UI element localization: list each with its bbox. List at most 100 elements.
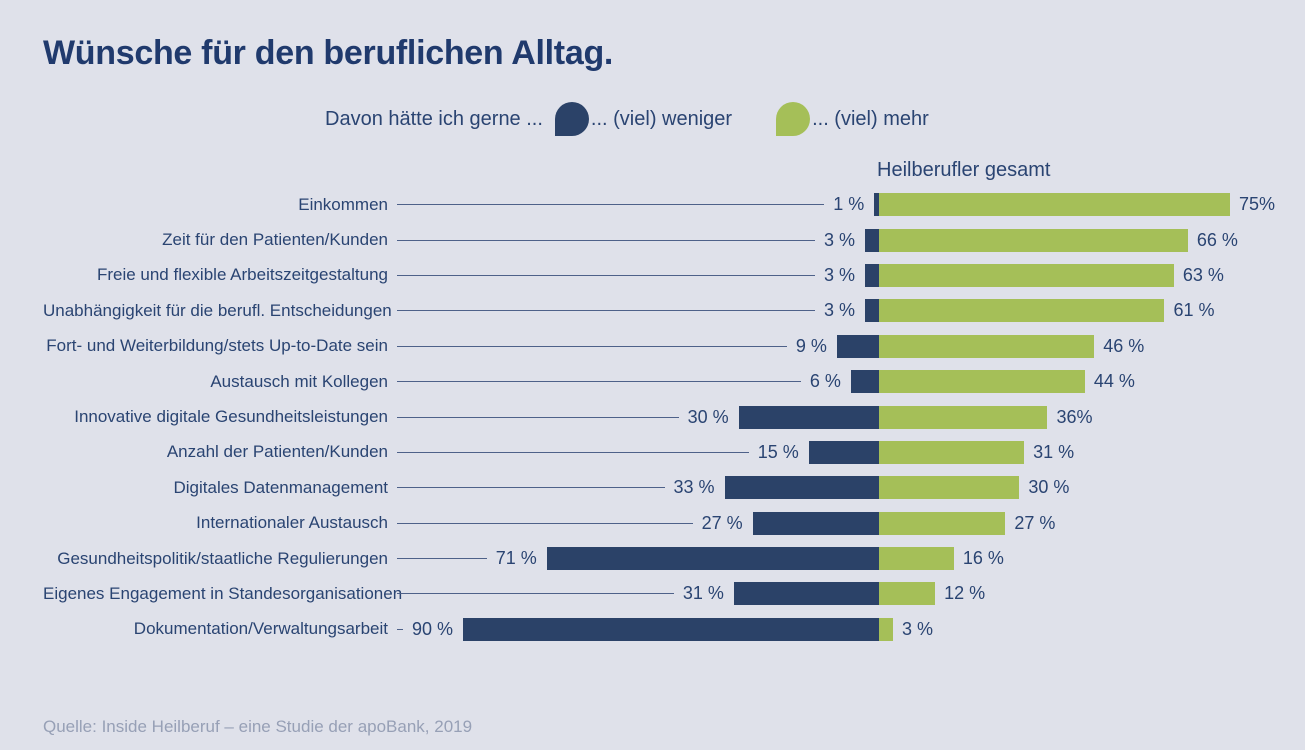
bar-weniger (850, 370, 879, 394)
weniger-section: 3 % (388, 299, 879, 323)
bar-mehr (879, 440, 1025, 464)
legend-weniger-drop-icon (554, 102, 589, 136)
bar-weniger (463, 617, 885, 641)
bar-mehr (879, 582, 936, 606)
chart-row: Anzahl der Patienten/Kunden 15 % 31 % (43, 435, 1305, 470)
bar-weniger (808, 440, 879, 464)
bar-mehr (879, 299, 1165, 323)
mehr-value-label: 12 % (944, 583, 986, 604)
mehr-value-label: 36% (1056, 406, 1093, 427)
chart-row: Internationaler Austausch 27 % 27 % (43, 506, 1305, 541)
category-label: Freie und flexible Arbeitszeitgestaltung (96, 265, 388, 285)
chart-row: Fort- und Weiterbildung/stets Up-to-Date… (43, 329, 1305, 364)
weniger-value-label: 3 % (823, 264, 855, 285)
leader-line (397, 628, 403, 630)
category-label: Einkommen (298, 194, 388, 214)
mehr-value-label: 66 % (1196, 229, 1238, 250)
mehr-value-label: 30 % (1028, 477, 1070, 498)
category-label: Austausch mit Kollegen (210, 371, 388, 391)
leader-line (397, 204, 825, 206)
category-label: Dokumentation/Verwaltungsarbeit (133, 619, 388, 639)
leader-line (397, 558, 487, 560)
leader-line (397, 593, 674, 595)
mehr-value-label: 31 % (1033, 441, 1075, 462)
mehr-value-label: 46 % (1103, 335, 1145, 356)
bar-mehr (879, 617, 894, 641)
mehr-value-label: 27 % (1014, 512, 1056, 533)
leader-line (397, 239, 815, 241)
leader-line (397, 487, 665, 489)
bar-weniger (546, 547, 879, 571)
weniger-value-label: 27 % (701, 512, 743, 533)
legend-mehr-label: ... (viel) mehr (812, 107, 929, 130)
weniger-section: 27 % (388, 511, 879, 535)
chart-rows: Einkommen 1 % 75% Zeit für den Patienten/Ku… (43, 187, 1305, 647)
bar-weniger (874, 193, 879, 217)
column-header: Heilberufler gesamt (877, 159, 1051, 181)
chart-row: Freie und flexible Arbeitszeitgestaltung… (43, 258, 1305, 293)
weniger-value-label: 6 % (809, 371, 841, 392)
weniger-section: 1 % (388, 193, 879, 217)
leader-line (397, 310, 815, 312)
weniger-section: 3 % (388, 263, 879, 287)
chart-row: Zeit für den Patienten/Kunden 3 % 66 % (43, 222, 1305, 257)
bar-mehr (879, 370, 1085, 394)
weniger-value-label: 3 % (823, 229, 855, 250)
mehr-value-label: 61 % (1173, 300, 1215, 321)
bar-mehr (879, 193, 1230, 217)
bar-weniger (836, 334, 879, 358)
weniger-value-label: 71 % (495, 548, 537, 569)
category-label: Innovative digitale Gesundheitsleistunge… (74, 407, 388, 427)
leader-line (397, 416, 679, 418)
source-note: Quelle: Inside Heilberuf – eine Studie d… (43, 717, 473, 736)
bar-weniger (724, 476, 879, 500)
weniger-value-label: 3 % (823, 300, 855, 321)
weniger-section: 9 % (388, 334, 879, 358)
weniger-section: 90 % (388, 617, 885, 641)
chart-row: Innovative digitale Gesundheitsleistunge… (43, 399, 1305, 434)
bar-weniger (864, 299, 879, 323)
chart-row: Gesundheitspolitik/staatliche Regulierun… (43, 541, 1305, 576)
weniger-value-label: 9 % (795, 335, 827, 356)
weniger-value-label: 31 % (682, 583, 724, 604)
legend-prompt: Davon hätte ich gerne ... (325, 107, 543, 130)
chart-row: Unabhängigkeit für die berufl. Entscheid… (43, 293, 1305, 328)
bar-weniger (738, 405, 879, 429)
bar-mehr (879, 547, 954, 571)
legend-mehr-drop-icon (776, 102, 811, 136)
legend: Davon hätte ich gerne ... ... (viel) wen… (325, 101, 1305, 137)
bar-mehr (879, 511, 1006, 535)
bar-mehr (879, 405, 1048, 429)
weniger-section: 3 % (388, 228, 879, 252)
chart-row: Austausch mit Kollegen 6 % 44 % (43, 364, 1305, 399)
bar-weniger (864, 228, 879, 252)
leader-line (397, 451, 749, 453)
page-title: Wünsche für den beruflichen Alltag. (43, 34, 614, 72)
leader-line (397, 522, 693, 524)
bar-mehr (879, 476, 1020, 500)
bar-weniger (733, 582, 879, 606)
mehr-value-label: 75% (1239, 194, 1276, 215)
weniger-section: 33 % (388, 476, 879, 500)
mehr-value-label: 16 % (962, 548, 1004, 569)
bar-weniger (864, 263, 879, 287)
category-label: Zeit für den Patienten/Kunden (162, 230, 388, 250)
leader-line (397, 274, 815, 276)
category-label: Unabhängigkeit für die berufl. Entscheid… (43, 300, 392, 320)
bar-mehr (879, 334, 1095, 358)
weniger-section: 31 % (388, 582, 879, 606)
category-label: Gesundheitspolitik/staatliche Regulierun… (57, 548, 388, 568)
chart-row: Eigenes Engagement in Standesorganisatio… (43, 576, 1305, 611)
mehr-value-label: 63 % (1182, 264, 1224, 285)
chart-row: Einkommen 1 % 75% (43, 187, 1305, 222)
legend-weniger-label: ... (viel) weniger (590, 107, 733, 130)
category-label: Internationaler Austausch (196, 513, 388, 533)
category-label: Fort- und Weiterbildung/stets Up-to-Date… (46, 336, 388, 356)
weniger-value-label: 1 % (833, 194, 865, 215)
weniger-section: 6 % (388, 370, 879, 394)
chart-row: Dokumentation/Verwaltungsarbeit 90 % 3 % (43, 612, 1305, 647)
weniger-value-label: 90 % (412, 618, 454, 639)
bar-weniger (752, 511, 879, 535)
chart-row: Digitales Datenmanagement 33 % 30 % (43, 470, 1305, 505)
